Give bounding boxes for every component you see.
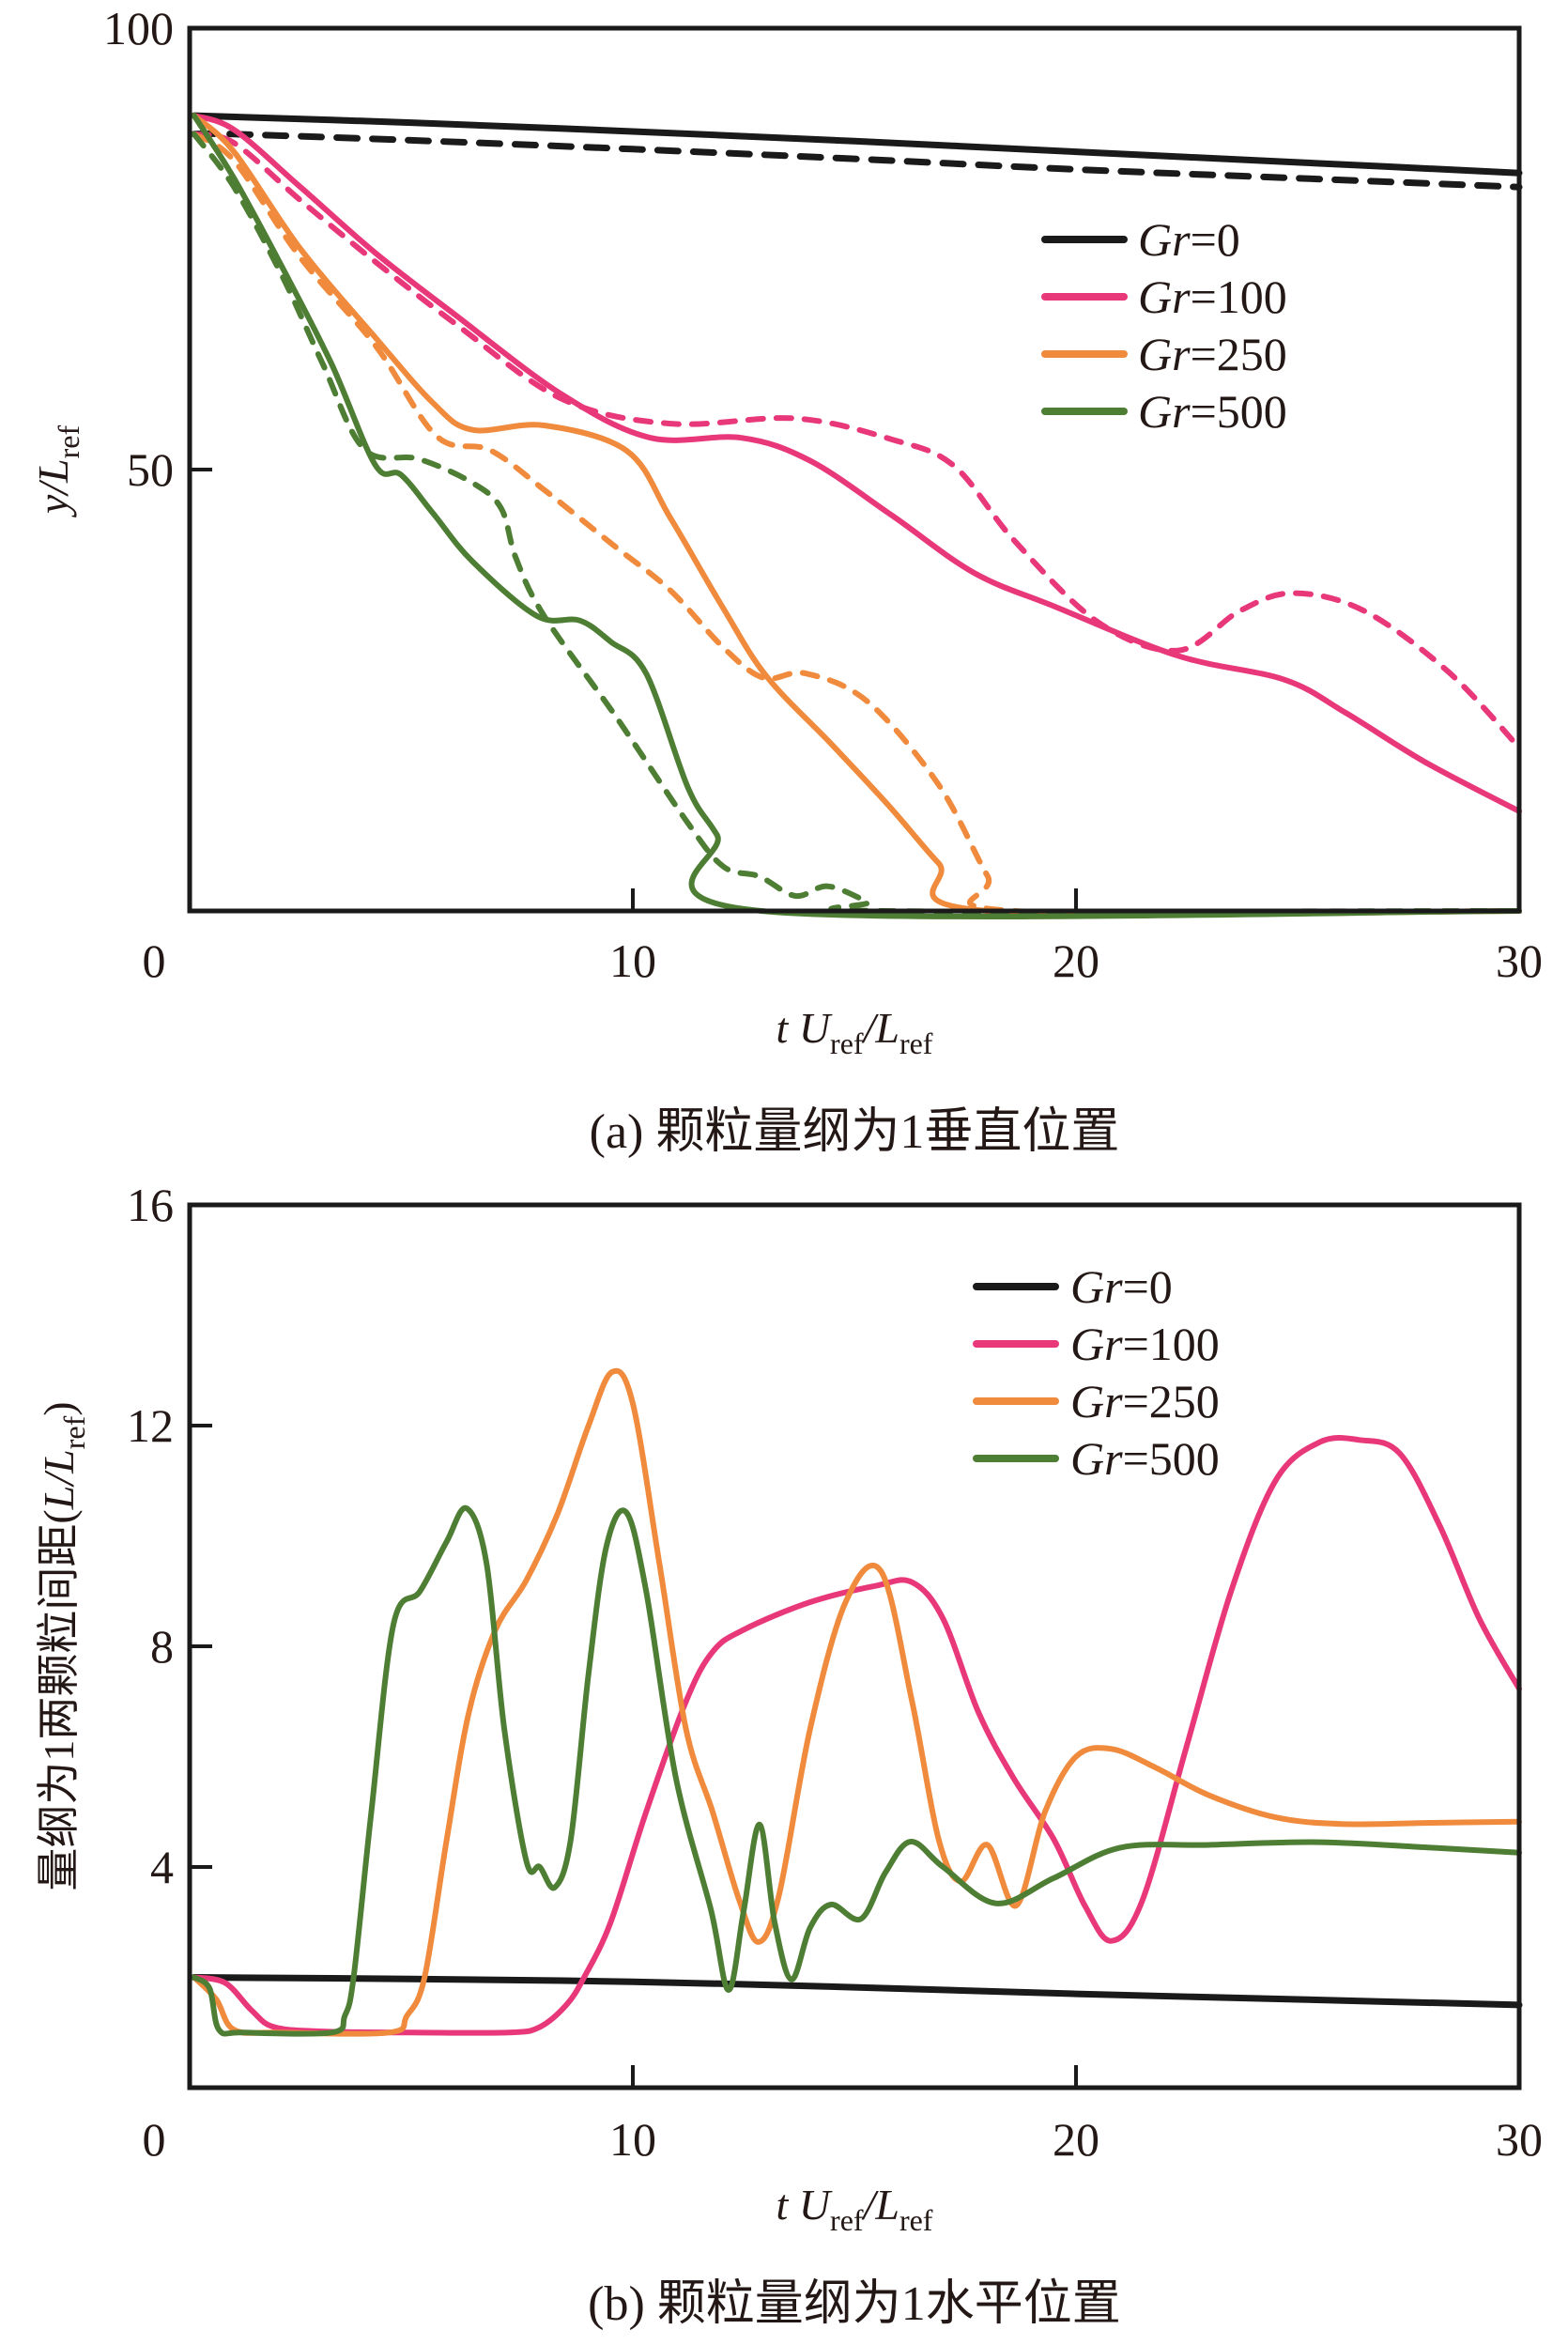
legend-item-gr-500: Gr=500 (973, 1432, 1220, 1485)
panel-b-caption: (b) 颗粒量纲为1水平位置 (588, 2277, 1121, 2331)
series-gr-100-solid (191, 113, 1522, 814)
series-gr-500-solid (191, 1504, 1522, 2037)
panel-a-series (191, 112, 1523, 919)
series-gr-250-solid (191, 1367, 1522, 2037)
x-tick-label-0: 0 (143, 2113, 166, 2166)
legend-item-gr-100: Gr=100 (1041, 270, 1287, 323)
series-gr-250-dashed (191, 131, 1522, 917)
panel-b-y-axis-label: 量纲为1两颗粒间距(L/Lref) (35, 1401, 91, 1890)
series-gr-500-dashed (191, 131, 1522, 915)
x-tick-label-30: 30 (1496, 2113, 1543, 2166)
legend-label: Gr=250 (1138, 328, 1287, 380)
panel-b-ticks (190, 1424, 1078, 2088)
x-tick-label-20: 20 (1053, 2113, 1099, 2166)
series-gr-250-solid (191, 113, 1522, 918)
panel-b-x-axis-label: t Uref/Lref (776, 2181, 933, 2237)
series-gr-0-solid (191, 1974, 1523, 2009)
legend-item-gr-0: Gr=0 (973, 1260, 1173, 1313)
panel-b-series (191, 1367, 1523, 2037)
legend-label: Gr=0 (1070, 1260, 1173, 1313)
x-tick-label-30: 30 (1496, 934, 1543, 987)
x-tick-label-10: 10 (609, 2113, 656, 2166)
x-tick-label-10: 10 (609, 934, 656, 987)
y-tick-label-8: 8 (150, 1620, 174, 1673)
panel-b-y-axis-label-close: ) (35, 1401, 83, 1415)
legend-label: Gr=250 (1070, 1375, 1220, 1427)
legend-label: Gr=500 (1138, 385, 1287, 438)
legend-label: Gr=100 (1138, 270, 1287, 323)
panel-a-y-axis-label: y/Lref (29, 425, 85, 518)
y-tick-label-50: 50 (127, 443, 174, 496)
series-gr-100-dashed (191, 131, 1522, 751)
x-tick-label-0: 0 (143, 934, 166, 987)
legend-item-gr-250: Gr=250 (1041, 328, 1287, 380)
series-gr-500-solid (191, 113, 1522, 919)
series-gr-0-dashed (191, 130, 1523, 191)
legend-label: Gr=500 (1070, 1432, 1220, 1485)
y-tick-label-12: 12 (127, 1399, 174, 1452)
panel-a-ticks (190, 468, 1078, 911)
panel-a-x-axis-label: t Uref/Lref (776, 1004, 933, 1060)
legend-item-gr-250: Gr=250 (973, 1375, 1220, 1427)
legend-item-gr-0: Gr=0 (1041, 213, 1240, 266)
y-tick-label-4: 4 (150, 1841, 174, 1893)
series-gr-0-solid (191, 112, 1523, 177)
panel-b-y-axis-label-sub: ref (57, 1415, 91, 1449)
panel-b-y-axis-label-prefix: 量纲为1两颗粒间距( (35, 1509, 83, 1890)
legend-item-gr-100: Gr=100 (973, 1318, 1220, 1370)
panel-b-tick-labels: 0 10 20 30 4 8 12 16 (127, 1179, 1543, 2166)
y-tick-label-100: 100 (103, 2, 174, 54)
legend-label: Gr=100 (1070, 1318, 1220, 1370)
panel-a-caption: (a) 颗粒量纲为1垂直位置 (590, 1105, 1120, 1159)
legend-item-gr-500: Gr=500 (1041, 385, 1287, 438)
y-tick-label-16: 16 (127, 1179, 174, 1231)
legend-label: Gr=0 (1138, 213, 1240, 266)
panel-b-y-axis-label-L: L/L (35, 1449, 83, 1510)
series-gr-100-solid (191, 1435, 1522, 2036)
x-tick-label-20: 20 (1053, 934, 1099, 987)
panel-a-tick-labels: 0 10 20 30 50 100 (103, 2, 1543, 987)
